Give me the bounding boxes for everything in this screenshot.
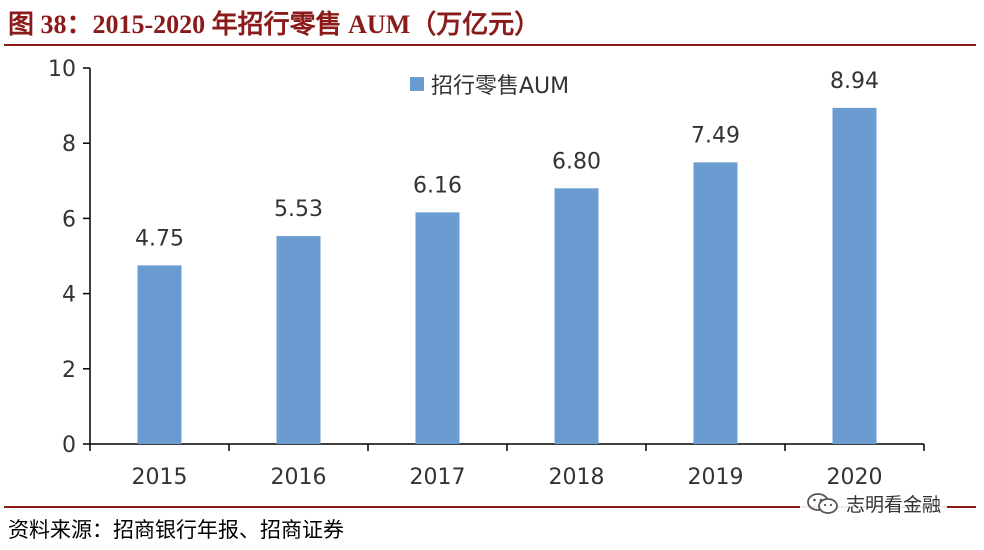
y-tick-label: 2 xyxy=(62,358,76,383)
bar-series xyxy=(137,107,877,444)
x-tick-label: 2015 xyxy=(132,465,188,490)
data-label-2020: 8.94 xyxy=(830,69,879,94)
data-label-2015: 4.75 xyxy=(135,226,184,251)
watermark: 志明看金融 xyxy=(800,488,948,519)
y-tick-label: 0 xyxy=(62,433,76,458)
x-tick-label: 2018 xyxy=(549,465,605,490)
data-label-2018: 6.80 xyxy=(552,149,601,174)
footer-divider xyxy=(4,506,976,508)
y-tick-label: 6 xyxy=(62,207,76,232)
data-labels: 4.75 5.53 6.16 6.80 7.49 8.94 xyxy=(135,69,879,252)
bar-2015 xyxy=(137,265,182,444)
y-tick-label: 8 xyxy=(62,132,76,157)
y-tick-label: 10 xyxy=(48,57,76,82)
x-tick-label: 2016 xyxy=(271,465,327,490)
chart-axes: 0 2 4 6 8 10 2015 2016 2017 2018 2019 2020 xyxy=(48,57,925,490)
wechat-icon xyxy=(807,492,838,514)
title-divider xyxy=(4,44,976,46)
x-tick-label: 2019 xyxy=(688,465,744,490)
x-tick-label: 2020 xyxy=(827,465,883,490)
bar-2020 xyxy=(832,107,877,444)
legend-label: 招行零售AUM xyxy=(431,74,569,99)
bar-2018 xyxy=(554,188,599,444)
chart-legend: 招行零售AUM xyxy=(410,74,569,99)
data-label-2016: 5.53 xyxy=(274,197,323,222)
y-tick-label: 4 xyxy=(62,283,76,308)
legend-swatch xyxy=(410,77,424,91)
chart-title: 图 38：2015-2020 年招行零售 AUM（万亿元） xyxy=(8,10,541,39)
data-label-2019: 7.49 xyxy=(691,123,740,148)
x-tick-label: 2017 xyxy=(410,465,466,490)
bar-2016 xyxy=(276,236,321,444)
watermark-text: 志明看金融 xyxy=(846,494,942,516)
bar-2017 xyxy=(415,212,460,444)
bar-2019 xyxy=(693,162,738,444)
data-label-2017: 6.16 xyxy=(413,173,462,198)
source-note: 资料来源：招商银行年报、招商证券 xyxy=(8,518,344,542)
